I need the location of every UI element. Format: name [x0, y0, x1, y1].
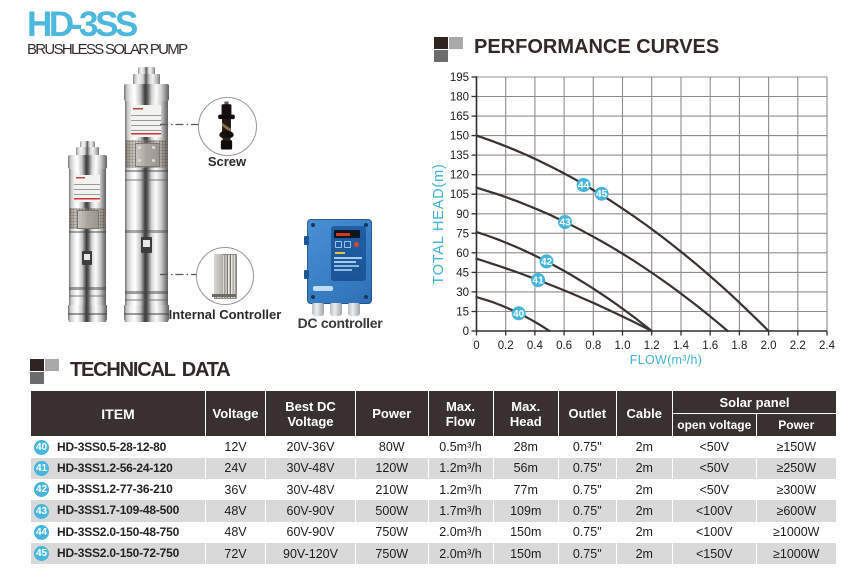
svg-text:135: 135	[450, 150, 469, 162]
svg-text:195: 195	[450, 72, 469, 84]
svg-text:43: 43	[559, 218, 571, 229]
svg-text:2.0: 2.0	[761, 340, 777, 352]
svg-text:0.4: 0.4	[527, 340, 544, 352]
svg-text:2.2: 2.2	[790, 340, 806, 352]
svg-text:150: 150	[450, 131, 469, 143]
svg-text:1.0: 1.0	[615, 340, 631, 352]
svg-text:120: 120	[450, 170, 469, 182]
svg-text:40: 40	[513, 309, 525, 320]
svg-text:2.4: 2.4	[819, 340, 836, 352]
svg-text:15: 15	[456, 307, 469, 319]
svg-text:165: 165	[450, 111, 469, 123]
svg-text:0.8: 0.8	[585, 340, 601, 352]
svg-text:TOTAL HEAD(m): TOTAL HEAD(m)	[431, 163, 447, 284]
svg-text:1.4: 1.4	[673, 340, 690, 352]
svg-text:FLOW(m³/h): FLOW(m³/h)	[630, 353, 702, 367]
svg-text:60: 60	[456, 248, 469, 260]
svg-text:0: 0	[463, 326, 469, 338]
svg-text:1.6: 1.6	[702, 340, 718, 352]
svg-text:180: 180	[450, 92, 469, 104]
svg-text:45: 45	[596, 189, 608, 200]
svg-text:44: 44	[578, 181, 590, 192]
svg-text:30: 30	[456, 287, 469, 299]
svg-text:90: 90	[456, 209, 469, 221]
svg-text:41: 41	[533, 276, 545, 287]
svg-text:105: 105	[450, 189, 469, 201]
svg-text:0.2: 0.2	[498, 340, 514, 352]
svg-text:1.2: 1.2	[644, 340, 660, 352]
svg-text:45: 45	[456, 267, 469, 279]
svg-text:75: 75	[456, 228, 469, 240]
svg-text:0.6: 0.6	[556, 340, 572, 352]
svg-text:1.8: 1.8	[731, 340, 747, 352]
svg-text:42: 42	[541, 257, 553, 268]
svg-text:0: 0	[473, 340, 479, 352]
